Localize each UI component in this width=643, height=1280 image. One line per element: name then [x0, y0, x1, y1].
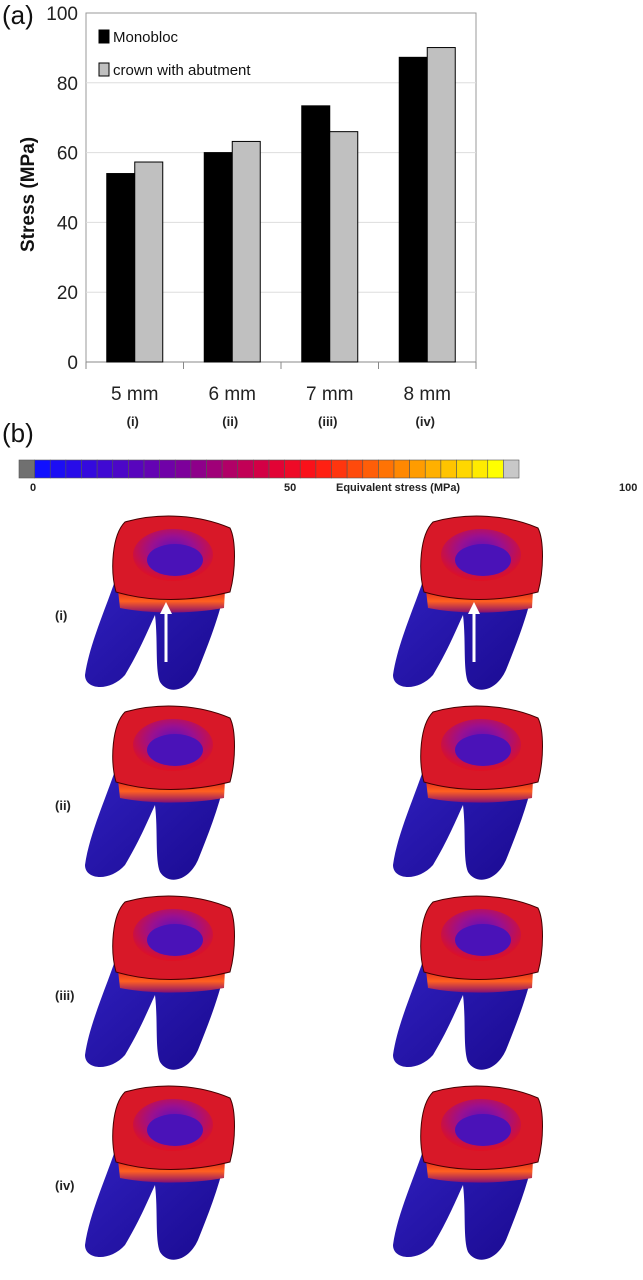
colorbar-cell	[331, 459, 348, 479]
colorbar-cell	[237, 459, 254, 479]
x-category-label: 5 mm	[111, 384, 159, 405]
colorbar-cell	[34, 459, 51, 479]
colorbar-cell	[65, 459, 82, 479]
x-category-sublabel: (i)	[127, 414, 139, 429]
legend-label: Monobloc	[113, 29, 179, 46]
bar-chart: 0 20 40 60 80 100 5 mm (i) 6 mm (ii) 7 mm (iii) 8 mm…	[46, 4, 477, 429]
colorbar-cell	[471, 459, 489, 479]
x-category-sublabel: (iv)	[416, 414, 436, 429]
arrow-head-icon	[468, 602, 480, 614]
colorbar-cell	[96, 459, 114, 479]
colorbar-cell	[128, 459, 145, 479]
colorbar-cell	[456, 459, 473, 479]
bar-monobloc	[398, 56, 428, 363]
colorbar-title: Equivalent stress (MPa)	[336, 482, 461, 494]
x-category-label: 6 mm	[209, 384, 257, 405]
y-tick-label: 40	[57, 213, 78, 234]
stress-colorbar	[18, 459, 520, 479]
legend-swatch	[98, 62, 110, 77]
y-tick-label: 60	[57, 144, 78, 165]
colorbar-cell	[143, 459, 160, 479]
monobloc-tooth-model	[84, 895, 235, 1071]
arrow-head-icon	[160, 602, 172, 614]
colorbar-cell	[174, 459, 192, 479]
row-label: (i)	[55, 608, 67, 623]
colorbar-cell	[159, 459, 176, 479]
colorbar-cell	[346, 459, 364, 479]
x-category-sublabel: (ii)	[222, 414, 238, 429]
colorbar-cell	[424, 459, 442, 479]
colorbar-max-label: 100	[619, 482, 638, 494]
colorbar-cell	[253, 459, 270, 479]
row-label: (ii)	[55, 798, 71, 813]
monobloc-tooth-model	[84, 1085, 235, 1261]
tooth-stress-models: (i) (ii) (iii) (iv)	[55, 515, 543, 1261]
colorbar-cell	[284, 459, 301, 479]
colorbar-cell	[409, 459, 426, 479]
bar-crown-with-abutment	[134, 161, 164, 363]
crown-abutment-tooth-model	[392, 705, 543, 881]
colorbar-cell	[18, 459, 35, 479]
legend-label: crown with abutment	[113, 62, 251, 79]
bar-crown-with-abutment	[231, 140, 261, 363]
bar-monobloc	[301, 105, 331, 363]
colorbar-cell	[487, 459, 504, 479]
colorbar-cell	[268, 459, 285, 479]
monobloc-tooth-model	[84, 705, 235, 881]
crown-abutment-tooth-model	[392, 1085, 543, 1261]
panel-b-label: (b)	[2, 418, 34, 448]
colorbar-cell	[299, 459, 317, 479]
crown-abutment-tooth-model	[392, 895, 543, 1071]
x-category-label: 8 mm	[404, 384, 452, 405]
bar-crown-with-abutment	[329, 131, 359, 363]
x-category-sublabel: (iii)	[318, 414, 338, 429]
colorbar-cell	[315, 459, 332, 479]
panel-a-label: (a)	[2, 0, 34, 30]
x-category-label: 7 mm	[306, 384, 354, 405]
bar-monobloc	[203, 152, 233, 363]
colorbar-cell	[503, 459, 520, 479]
legend-swatch	[98, 29, 110, 44]
colorbar-cell	[393, 459, 410, 479]
colorbar-cell	[190, 459, 207, 479]
colorbar-mid-label: 50	[284, 482, 297, 494]
colorbar-cell	[440, 459, 457, 479]
bar-crown-with-abutment	[426, 47, 456, 363]
colorbar-cell	[206, 459, 223, 479]
y-tick-label: 20	[57, 283, 78, 304]
crown-abutment-tooth-model	[392, 515, 543, 691]
colorbar-min-label: 0	[30, 482, 37, 494]
row-label: (iii)	[55, 988, 75, 1003]
row-label: (iv)	[55, 1178, 75, 1193]
colorbar-cell	[221, 459, 239, 479]
y-tick-label: 0	[67, 353, 78, 374]
colorbar-cell	[49, 459, 67, 479]
colorbar-cell	[378, 459, 395, 479]
colorbar-cell	[362, 459, 379, 479]
bar-monobloc	[106, 173, 136, 363]
colorbar-cell	[81, 459, 98, 479]
y-tick-label: 100	[46, 4, 78, 25]
y-tick-label: 80	[57, 74, 78, 95]
monobloc-tooth-model	[84, 515, 235, 691]
colorbar-cell	[112, 459, 129, 479]
